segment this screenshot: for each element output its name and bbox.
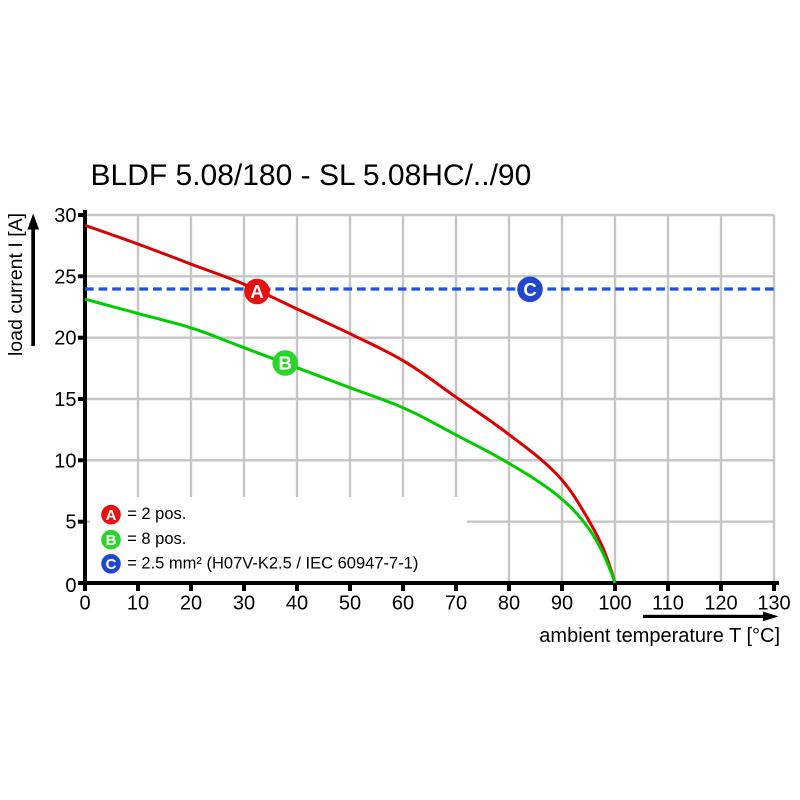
- svg-text:70: 70: [445, 592, 467, 614]
- svg-text:C: C: [106, 556, 117, 573]
- svg-text:= 2 pos.: = 2 pos.: [127, 505, 186, 523]
- svg-text:ambient temperature T [°C]: ambient temperature T [°C]: [539, 625, 780, 647]
- svg-text:BLDF 5.08/180 - SL 5.08HC/../9: BLDF 5.08/180 - SL 5.08HC/../90: [91, 159, 532, 192]
- svg-text:100: 100: [598, 592, 631, 614]
- svg-text:25: 25: [54, 266, 76, 288]
- svg-text:30: 30: [233, 592, 255, 614]
- svg-text:50: 50: [339, 592, 361, 614]
- svg-text:load current I [A]: load current I [A]: [5, 213, 27, 356]
- svg-text:90: 90: [551, 592, 573, 614]
- svg-text:20: 20: [180, 592, 202, 614]
- svg-text:5: 5: [65, 512, 76, 534]
- svg-text:30: 30: [54, 205, 76, 227]
- svg-text:A: A: [106, 507, 117, 524]
- svg-text:B: B: [106, 532, 117, 549]
- svg-text:A: A: [250, 281, 263, 302]
- svg-text:= 2.5 mm² (H07V-K2.5 / IEC 609: = 2.5 mm² (H07V-K2.5 / IEC 60947-7-1): [127, 555, 418, 573]
- svg-text:10: 10: [54, 450, 76, 472]
- svg-text:C: C: [523, 279, 536, 300]
- svg-text:60: 60: [392, 592, 414, 614]
- svg-text:15: 15: [54, 389, 76, 411]
- svg-text:0: 0: [79, 592, 90, 614]
- svg-text:B: B: [279, 353, 292, 374]
- svg-text:110: 110: [652, 592, 684, 614]
- svg-text:20: 20: [54, 328, 76, 350]
- svg-text:0: 0: [65, 575, 76, 597]
- svg-text:40: 40: [286, 592, 308, 614]
- svg-text:10: 10: [127, 592, 149, 614]
- svg-text:120: 120: [704, 592, 737, 614]
- svg-text:130: 130: [757, 592, 790, 614]
- svg-text:= 8 pos.: = 8 pos.: [127, 530, 186, 548]
- svg-text:80: 80: [498, 592, 520, 614]
